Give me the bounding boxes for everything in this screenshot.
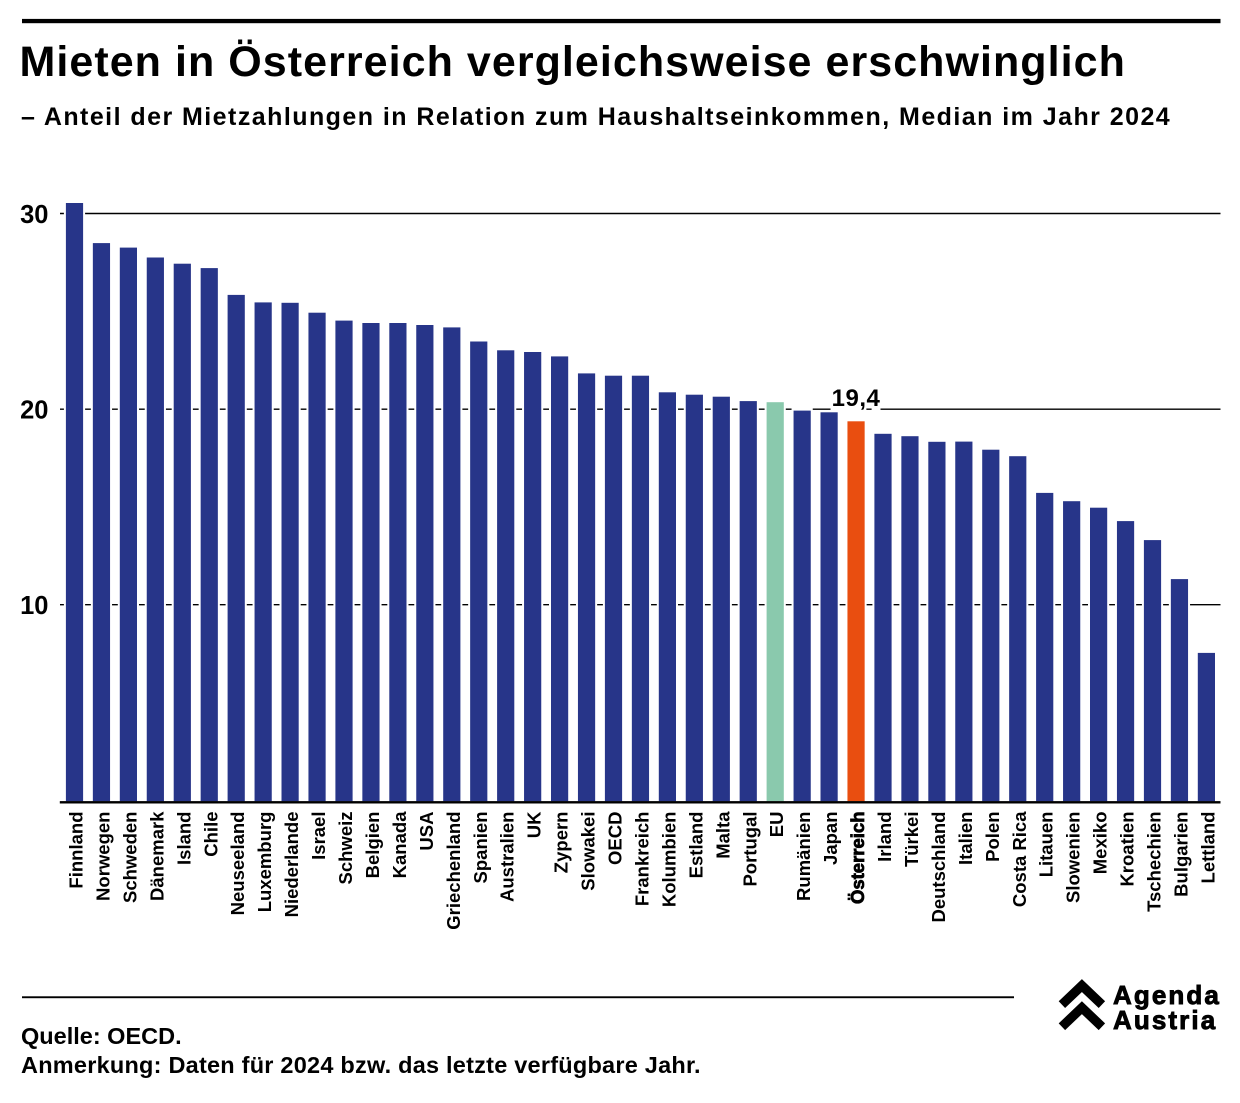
svg-text:UK: UK: [524, 811, 545, 838]
svg-text:19,4: 19,4: [832, 385, 881, 412]
svg-text:Bulgarien: Bulgarien: [1170, 812, 1191, 897]
svg-text:– Anteil der Mietzahlungen in: – Anteil der Mietzahlungen in Relation z…: [21, 103, 1171, 131]
svg-text:Kanada: Kanada: [389, 811, 410, 879]
svg-text:Spanien: Spanien: [470, 812, 491, 884]
svg-text:Neuseeland: Neuseeland: [227, 812, 248, 916]
svg-text:Island: Island: [173, 812, 194, 865]
svg-text:Tschechien: Tschechien: [1144, 812, 1165, 912]
svg-text:Agenda: Agenda: [1113, 980, 1221, 1010]
svg-text:Schweiz: Schweiz: [335, 812, 356, 885]
svg-text:Finnland: Finnland: [66, 812, 87, 889]
svg-text:Costa Rica: Costa Rica: [1009, 811, 1030, 907]
svg-text:Griechenland: Griechenland: [443, 812, 464, 930]
svg-text:Deutschland: Deutschland: [928, 812, 949, 923]
svg-text:Luxemburg: Luxemburg: [254, 812, 275, 913]
svg-text:Zypern: Zypern: [551, 812, 572, 874]
svg-text:Slowenien: Slowenien: [1063, 812, 1084, 904]
svg-text:Frankreich: Frankreich: [631, 812, 652, 907]
svg-text:Belgien: Belgien: [362, 812, 383, 879]
svg-text:Slowakei: Slowakei: [578, 812, 599, 891]
svg-text:30: 30: [20, 201, 48, 229]
svg-text:Malta: Malta: [712, 811, 733, 859]
svg-text:10: 10: [20, 592, 48, 620]
svg-text:Polen: Polen: [982, 812, 1003, 862]
svg-text:Niederlande: Niederlande: [281, 812, 302, 918]
svg-text:Mieten in Österreich vergleich: Mieten in Österreich vergleichsweise ers…: [20, 38, 1126, 86]
svg-text:Israel: Israel: [308, 812, 329, 860]
svg-text:Japan: Japan: [820, 812, 841, 865]
svg-text:Italien: Italien: [955, 812, 976, 865]
svg-text:Anmerkung: Daten für 2024 bzw.: Anmerkung: Daten für 2024 bzw. das letzt…: [21, 1052, 701, 1078]
svg-text:Litauen: Litauen: [1036, 812, 1057, 878]
svg-text:Lettland: Lettland: [1197, 812, 1218, 884]
svg-text:Kroatien: Kroatien: [1117, 812, 1138, 887]
svg-text:EU: EU: [766, 812, 787, 838]
svg-text:20: 20: [20, 397, 48, 425]
svg-text:Norwegen: Norwegen: [92, 812, 113, 901]
svg-text:Irland: Irland: [874, 812, 895, 862]
svg-text:Estland: Estland: [685, 812, 706, 879]
svg-text:Quelle: OECD.: Quelle: OECD.: [21, 1023, 182, 1049]
svg-text:OECD: OECD: [605, 812, 626, 865]
svg-text:Österreich: Österreich: [847, 812, 868, 905]
svg-text:Chile: Chile: [200, 812, 221, 857]
svg-text:Kolumbien: Kolumbien: [658, 812, 679, 908]
svg-text:Rumänien: Rumänien: [793, 812, 814, 901]
svg-text:USA: USA: [416, 812, 437, 851]
svg-text:Mexiko: Mexiko: [1090, 812, 1111, 875]
svg-text:Australien: Australien: [497, 812, 518, 902]
svg-text:Türkei: Türkei: [901, 812, 922, 868]
svg-text:Dänemark: Dänemark: [146, 811, 167, 901]
svg-text:Schweden: Schweden: [119, 812, 140, 904]
svg-text:Austria: Austria: [1113, 1005, 1217, 1035]
svg-text:Portugal: Portugal: [739, 812, 760, 887]
